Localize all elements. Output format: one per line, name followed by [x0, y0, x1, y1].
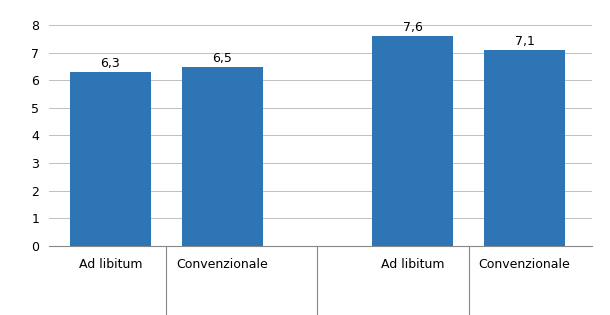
- Bar: [182, 66, 262, 246]
- Text: 6,3: 6,3: [101, 57, 120, 70]
- Bar: [372, 36, 453, 246]
- Text: 7,6: 7,6: [403, 21, 423, 34]
- Text: 7,1: 7,1: [515, 35, 534, 48]
- Text: 6,5: 6,5: [212, 52, 232, 65]
- Bar: [484, 50, 565, 246]
- Bar: [70, 72, 151, 246]
